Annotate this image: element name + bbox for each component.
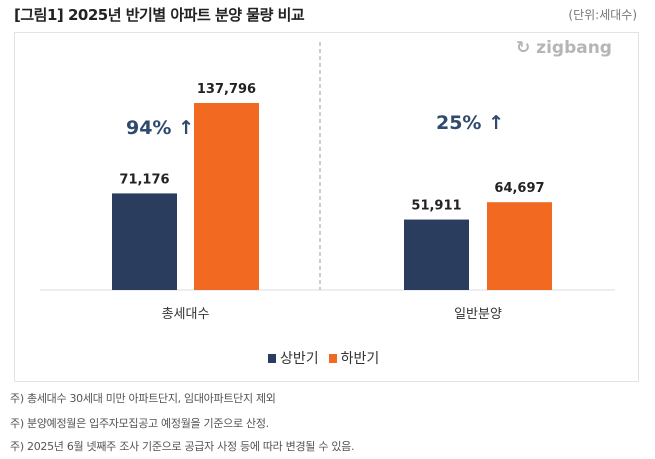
growth-annotation: 25% ↑ [436, 112, 504, 134]
legend: 상반기 하반기 [268, 348, 379, 368]
chart-title: [그림1] 2025년 반기별 아파트 분양 물량 비교 [14, 6, 305, 24]
legend-swatch [268, 354, 276, 363]
unit-label: (단위:세대수) [568, 8, 637, 22]
data-label: 51,911 [411, 199, 461, 214]
legend-label: 상반기 [280, 351, 319, 367]
footnote-1: 주) 총세대수 30세대 미만 아파트단지, 임대아파트단지 제외 [10, 392, 276, 405]
growth-annotation: 94% ↑ [126, 117, 194, 139]
zigbang-logo: ↻ zigbang [516, 38, 612, 58]
logo-icon: ↻ [516, 38, 537, 58]
bar-하반기-일반분양 [487, 202, 552, 290]
legend-swatch [328, 354, 337, 363]
category-label: 일반분양 [454, 307, 502, 322]
legend-item-h1: 상반기 [268, 348, 319, 368]
data-label: 64,697 [494, 181, 544, 196]
category-label: 총세대수 [162, 307, 210, 322]
bar-상반기-총세대수 [112, 193, 177, 290]
footnote-3: 주) 2025년 6월 넷째주 조사 기준으로 공급자 사정 등에 따라 변경될… [10, 440, 355, 453]
bar-하반기-총세대수 [194, 103, 259, 290]
data-label: 71,176 [119, 172, 169, 187]
data-label: 137,796 [197, 82, 256, 97]
footnote-2: 주) 분양예정월은 입주자모집공고 예정월을 기준으로 산정. [10, 417, 269, 430]
chart-frame [14, 32, 639, 382]
legend-item-h2: 하반기 [328, 348, 380, 368]
bar-상반기-일반분양 [404, 219, 469, 290]
legend-label: 하반기 [340, 351, 380, 367]
logo-text: zigbang [536, 38, 612, 58]
